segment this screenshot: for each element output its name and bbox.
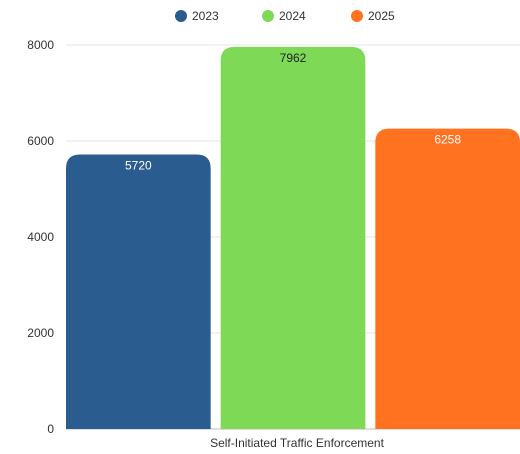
- legend-marker-2023: [175, 10, 187, 22]
- data-labels: 5720 7962 6258: [125, 51, 461, 173]
- legend-label-2023: 2023: [192, 9, 219, 23]
- legend: 2023 2024 2025: [175, 9, 395, 23]
- bars: [66, 46, 520, 429]
- data-label-2024: 7962: [280, 51, 307, 65]
- data-label-2023: 5720: [125, 158, 152, 172]
- y-tick-label: 6000: [27, 134, 54, 148]
- y-tick-label: 4000: [27, 230, 54, 244]
- legend-label-2024: 2024: [279, 9, 306, 23]
- legend-marker-2024: [262, 10, 274, 22]
- legend-marker-2025: [351, 10, 363, 22]
- x-axis-categories: Self-Initiated Traffic Enforcement: [210, 436, 385, 450]
- x-category-label: Self-Initiated Traffic Enforcement: [210, 436, 385, 450]
- bar-2025: [375, 128, 520, 429]
- data-label-2025: 6258: [434, 133, 461, 147]
- legend-label-2025: 2025: [368, 9, 395, 23]
- bar-2024: [220, 46, 366, 429]
- y-tick-label: 0: [47, 422, 54, 436]
- y-tick-label: 8000: [27, 38, 54, 52]
- bar-2023: [66, 154, 211, 429]
- y-tick-label: 2000: [27, 326, 54, 340]
- y-axis-ticks: 0 2000 4000 6000 8000: [27, 38, 54, 436]
